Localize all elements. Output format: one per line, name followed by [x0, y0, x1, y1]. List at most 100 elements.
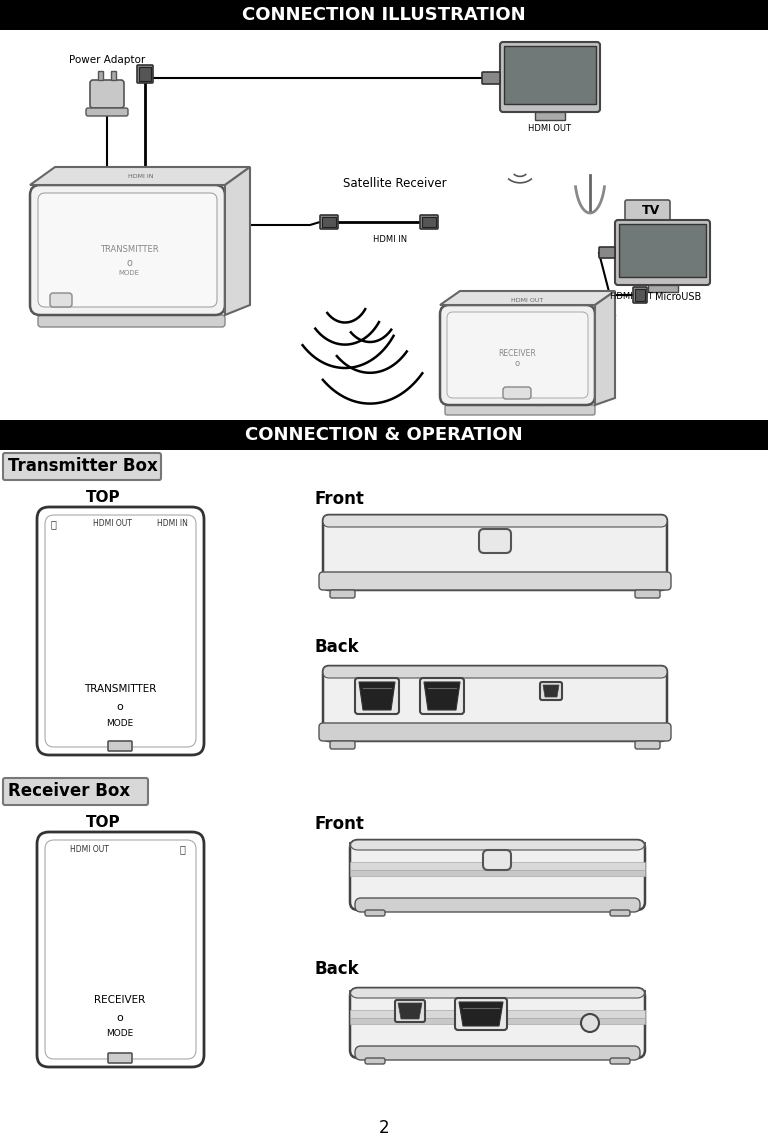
Text: Satellite Receiver: Satellite Receiver — [343, 176, 447, 190]
Bar — [619, 223, 706, 277]
Text: o: o — [117, 1013, 124, 1023]
Bar — [139, 66, 151, 81]
FancyBboxPatch shape — [323, 666, 667, 741]
Text: ⏻: ⏻ — [50, 519, 56, 529]
FancyBboxPatch shape — [445, 405, 595, 415]
Bar — [350, 1010, 645, 1018]
FancyBboxPatch shape — [38, 193, 217, 307]
Text: MicroUSB: MicroUSB — [655, 292, 701, 303]
Bar — [350, 870, 645, 876]
Text: TV: TV — [540, 16, 560, 30]
FancyBboxPatch shape — [3, 453, 161, 480]
FancyBboxPatch shape — [108, 1053, 132, 1063]
Polygon shape — [225, 167, 250, 315]
Text: RECEIVER: RECEIVER — [498, 348, 536, 358]
FancyBboxPatch shape — [37, 507, 204, 755]
Bar — [422, 217, 436, 227]
FancyBboxPatch shape — [330, 741, 355, 749]
Polygon shape — [359, 682, 395, 711]
FancyBboxPatch shape — [500, 42, 600, 112]
Bar — [0, 419, 768, 450]
FancyBboxPatch shape — [323, 515, 667, 590]
FancyBboxPatch shape — [319, 723, 671, 741]
Text: CONNECTION ILLUSTRATION: CONNECTION ILLUSTRATION — [242, 6, 526, 24]
Text: Front: Front — [315, 490, 365, 508]
Text: o: o — [126, 258, 132, 268]
Text: HDMI OUT: HDMI OUT — [93, 519, 131, 528]
Text: HDMI IN: HDMI IN — [128, 174, 154, 180]
Bar — [111, 71, 116, 80]
Polygon shape — [398, 1003, 422, 1019]
Text: Receiver Box: Receiver Box — [8, 782, 130, 800]
Text: Back: Back — [315, 960, 359, 978]
FancyBboxPatch shape — [625, 201, 670, 222]
Text: HDMI OUT: HDMI OUT — [610, 292, 653, 301]
Text: CONNECTION & OPERATION: CONNECTION & OPERATION — [245, 426, 523, 444]
FancyBboxPatch shape — [440, 305, 595, 405]
FancyBboxPatch shape — [540, 682, 562, 700]
FancyBboxPatch shape — [330, 590, 355, 598]
Bar — [504, 46, 596, 104]
Text: HDMI OUT: HDMI OUT — [511, 298, 543, 303]
FancyBboxPatch shape — [479, 529, 511, 554]
Polygon shape — [459, 1002, 503, 1026]
FancyBboxPatch shape — [45, 840, 196, 1059]
Text: Back: Back — [315, 638, 359, 656]
Text: ⏻: ⏻ — [179, 843, 185, 854]
Text: Front: Front — [315, 815, 365, 833]
FancyBboxPatch shape — [610, 1058, 630, 1063]
FancyBboxPatch shape — [323, 515, 667, 527]
Text: o: o — [117, 702, 124, 712]
Polygon shape — [30, 167, 250, 185]
Text: Transmitter Box: Transmitter Box — [8, 457, 157, 474]
FancyBboxPatch shape — [50, 293, 72, 307]
FancyBboxPatch shape — [483, 850, 511, 870]
FancyBboxPatch shape — [395, 1000, 425, 1022]
FancyBboxPatch shape — [355, 1046, 640, 1060]
Text: TOP: TOP — [86, 490, 121, 505]
FancyBboxPatch shape — [45, 515, 196, 747]
Text: TRANSMITTER: TRANSMITTER — [100, 245, 158, 254]
FancyBboxPatch shape — [30, 185, 225, 315]
FancyBboxPatch shape — [355, 898, 640, 912]
FancyBboxPatch shape — [37, 832, 204, 1067]
Bar — [98, 71, 103, 80]
Text: HDMI OUT: HDMI OUT — [528, 124, 571, 133]
Bar — [0, 30, 768, 419]
FancyBboxPatch shape — [447, 312, 588, 398]
Text: Power Adaptor: Power Adaptor — [69, 55, 145, 65]
FancyBboxPatch shape — [633, 286, 647, 303]
FancyBboxPatch shape — [635, 590, 660, 598]
FancyBboxPatch shape — [108, 741, 132, 751]
Text: TV: TV — [642, 204, 660, 217]
Bar — [635, 289, 645, 301]
FancyBboxPatch shape — [320, 215, 338, 229]
FancyBboxPatch shape — [137, 65, 153, 83]
FancyBboxPatch shape — [350, 988, 645, 1058]
FancyBboxPatch shape — [503, 387, 531, 399]
Text: 2: 2 — [379, 1118, 389, 1137]
Text: TRANSMITTER: TRANSMITTER — [84, 684, 156, 694]
Bar — [648, 285, 678, 292]
FancyBboxPatch shape — [86, 108, 128, 116]
Bar — [322, 217, 336, 227]
FancyBboxPatch shape — [420, 215, 438, 229]
FancyBboxPatch shape — [365, 910, 385, 916]
Bar — [535, 112, 565, 120]
FancyBboxPatch shape — [599, 248, 615, 258]
Text: o: o — [515, 359, 520, 368]
FancyBboxPatch shape — [635, 741, 660, 749]
Text: HDMI OUT: HDMI OUT — [70, 845, 108, 854]
FancyBboxPatch shape — [90, 80, 124, 108]
FancyBboxPatch shape — [610, 910, 630, 916]
FancyBboxPatch shape — [365, 1058, 385, 1063]
FancyBboxPatch shape — [615, 220, 710, 285]
Bar — [350, 862, 645, 870]
FancyBboxPatch shape — [3, 778, 148, 804]
Text: MODE: MODE — [107, 1029, 134, 1038]
Text: MODE: MODE — [107, 719, 134, 728]
FancyBboxPatch shape — [319, 572, 671, 590]
FancyBboxPatch shape — [350, 840, 645, 850]
Text: MODE: MODE — [118, 270, 140, 276]
FancyBboxPatch shape — [38, 315, 225, 327]
